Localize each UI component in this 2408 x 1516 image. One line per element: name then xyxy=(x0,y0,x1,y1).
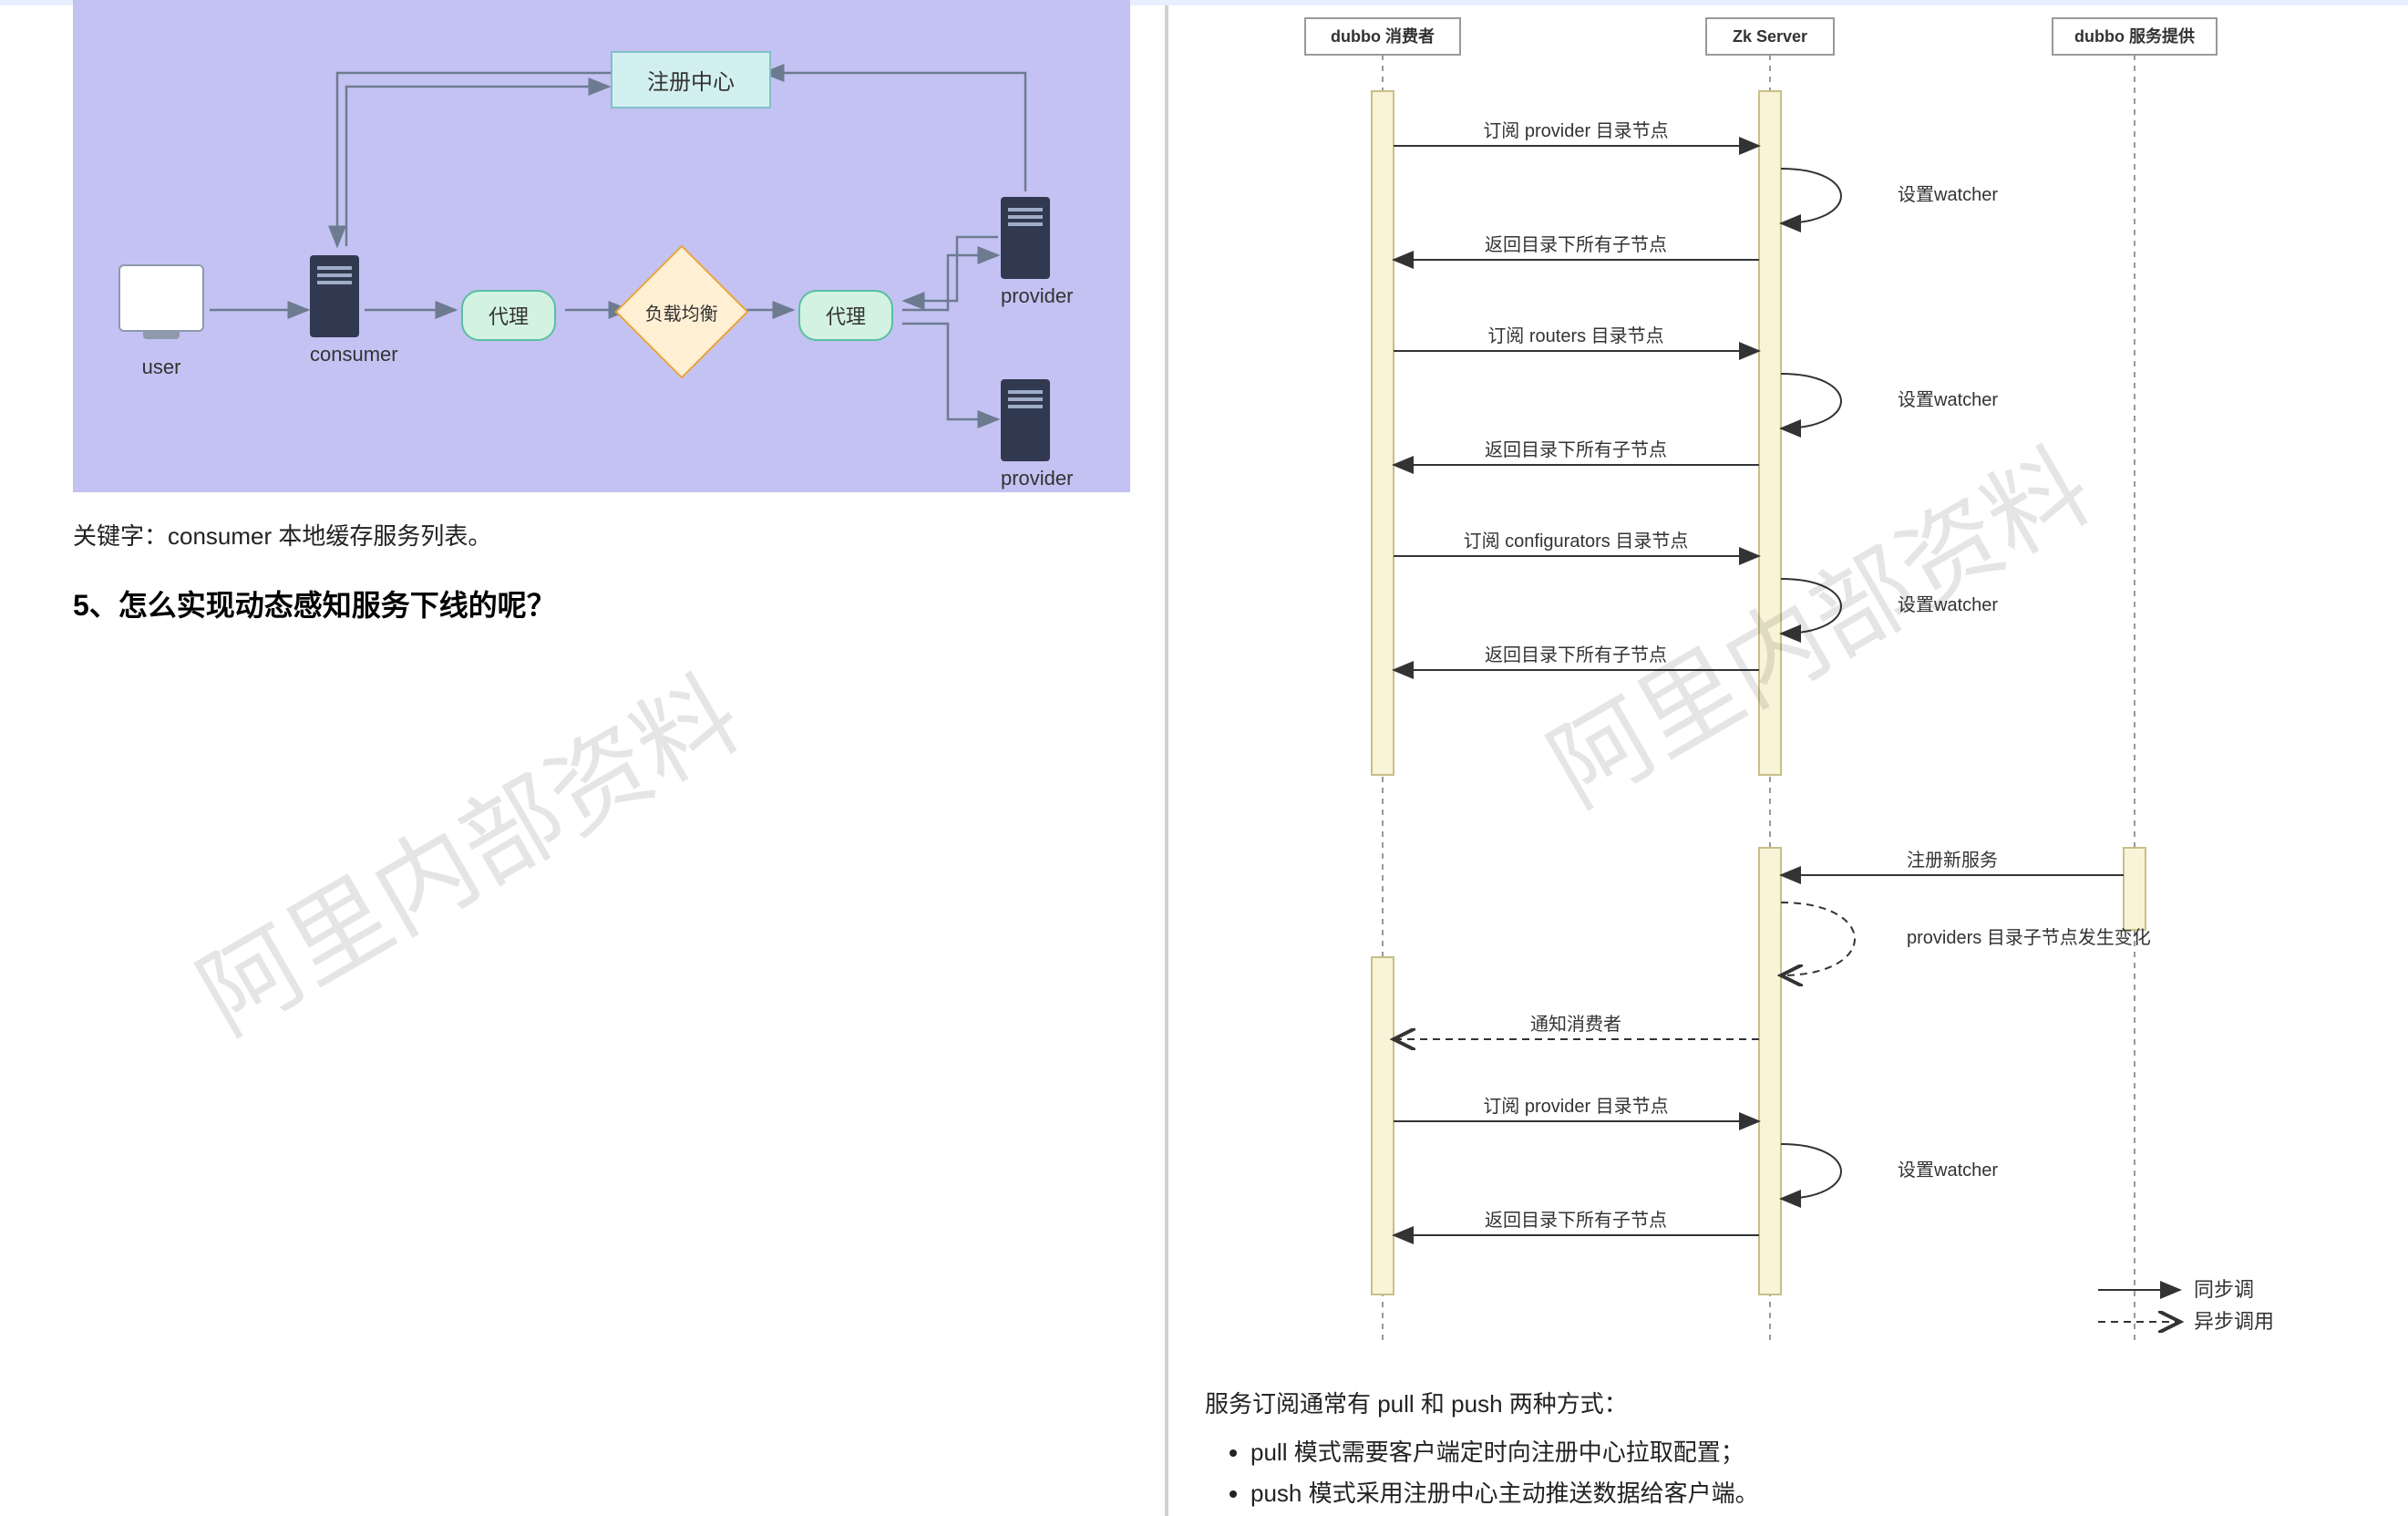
msg-m1: 订阅 provider 目录节点 xyxy=(1483,120,1668,141)
head-zk: Zk Server xyxy=(1733,27,1807,46)
msg-w4: 设置watcher xyxy=(1898,1160,1998,1181)
label-provider2: provider xyxy=(1001,467,1073,490)
question-title: 5、怎么实现动态感知服务下线的呢？ xyxy=(73,583,1165,624)
legend-async: 异步调用 xyxy=(2194,1310,2274,1333)
arch-svg xyxy=(73,0,1130,492)
msg-change: providers 目录子节点发生变化 xyxy=(1907,927,2151,948)
watermark-left: 阿里内部资料 xyxy=(168,634,762,1062)
label-consumer: consumer xyxy=(310,343,398,366)
node-user: user xyxy=(118,264,204,379)
node-consumer: consumer xyxy=(310,255,398,366)
proxy2-box: 代理 xyxy=(798,290,893,341)
node-provider-1: provider xyxy=(1001,197,1073,308)
top-bar-right xyxy=(1168,0,2408,5)
msg-w2: 设置watcher xyxy=(1898,389,1998,410)
bullet-2: push 模式采用注册中心主动推送数据给客户端。 xyxy=(1250,1475,2372,1509)
head-consumer: dubbo 消费者 xyxy=(1331,26,1435,46)
registry-box: 注册中心 xyxy=(611,51,771,108)
bullet-1: pull 模式需要客户端定时向注册中心拉取配置； xyxy=(1250,1434,2372,1468)
msg-r4: 返回目录下所有子节点 xyxy=(1485,1210,1667,1231)
sequence-diagram: dubbo 消费者 Zk Server dubbo 服务提供 订阅 provid… xyxy=(1205,9,2372,1358)
msg-m2: 订阅 routers 目录节点 xyxy=(1487,325,1663,346)
msg-w3: 设置watcher xyxy=(1898,594,1998,615)
node-provider-2: provider xyxy=(1001,379,1073,490)
msg-reg: 注册新服务 xyxy=(1907,850,1998,871)
right-column: dubbo 消费者 Zk Server dubbo 服务提供 订阅 provid… xyxy=(1168,0,2408,1516)
msg-m3: 订阅 configurators 目录节点 xyxy=(1464,531,1689,552)
intro-text: 服务订阅通常有 pull 和 push 两种方式： xyxy=(1205,1386,2372,1419)
msg-r3: 返回目录下所有子节点 xyxy=(1485,645,1667,665)
node-lb: 负载均衡 xyxy=(634,264,729,359)
bullet-list: pull 模式需要客户端定时向注册中心拉取配置； push 模式采用注册中心主动… xyxy=(1223,1434,2372,1509)
head-provider: dubbo 服务提供 xyxy=(2074,26,2195,46)
msg-w1: 设置watcher xyxy=(1898,184,1998,205)
architecture-diagram: user consumer 注册中心 代理 负载均衡 代理 provider p… xyxy=(73,0,1130,492)
label-user: user xyxy=(118,356,204,379)
msg-m4: 订阅 provider 目录节点 xyxy=(1483,1096,1668,1117)
left-column: user consumer 注册中心 代理 负载均衡 代理 provider p… xyxy=(0,0,1168,1516)
lb-label: 负载均衡 xyxy=(645,299,718,325)
msg-r1: 返回目录下所有子节点 xyxy=(1485,234,1667,255)
node-registry: 注册中心 xyxy=(611,51,771,108)
label-provider1: provider xyxy=(1001,284,1073,308)
proxy1-box: 代理 xyxy=(461,290,556,341)
keyword-text: 关键字：consumer 本地缓存服务列表。 xyxy=(73,518,1165,552)
msg-notify: 通知消费者 xyxy=(1530,1014,1621,1035)
node-proxy-1: 代理 xyxy=(461,290,556,341)
legend-sync: 同步调 xyxy=(2194,1278,2254,1301)
msg-r2: 返回目录下所有子节点 xyxy=(1485,439,1667,460)
node-proxy-2: 代理 xyxy=(798,290,893,341)
